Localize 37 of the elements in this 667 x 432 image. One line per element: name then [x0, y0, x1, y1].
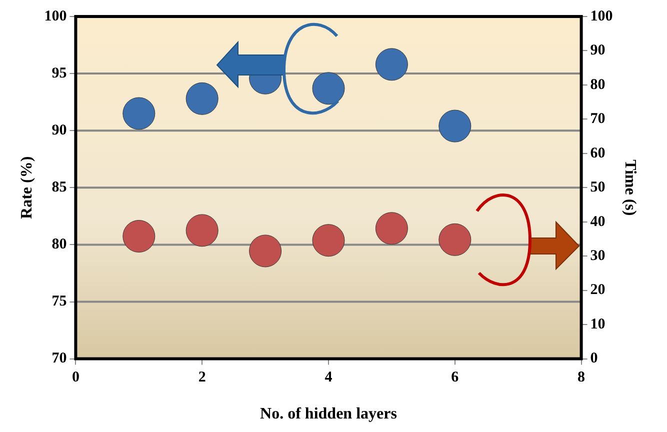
y2-tick-label: 20 [590, 282, 606, 298]
y-tick-label: 75 [52, 294, 67, 310]
point [186, 82, 218, 115]
y2-tick-label: 60 [590, 145, 606, 162]
x-tick-label: 2 [198, 370, 206, 386]
y2-tick-label: 70 [590, 111, 606, 128]
point [438, 110, 472, 142]
x-tick-label: 8 [578, 370, 586, 386]
point [312, 224, 345, 257]
y2-tick-label: 80 [590, 76, 606, 93]
x-tick-label: 4 [324, 370, 333, 386]
y2-tick-label: 50 [590, 180, 606, 196]
y-tick-label: 70 [52, 350, 67, 367]
point [249, 234, 282, 268]
y2-tick-label: 0 [590, 350, 598, 367]
y-axis-title: Rate (%) [18, 156, 36, 219]
point [122, 220, 156, 253]
y-tick-label: 100 [44, 8, 67, 24]
point [375, 48, 408, 81]
y2-axis-title: Time (s) [621, 160, 638, 216]
y2-tick-label: 100 [590, 8, 613, 24]
x-axis-title: No. of hidden layers [260, 406, 397, 423]
x-tick-label: 0 [72, 370, 80, 386]
point [438, 223, 472, 256]
y-tick-label: 90 [52, 122, 67, 138]
point [186, 214, 218, 247]
point [375, 212, 408, 245]
y-tick-label: 95 [52, 65, 67, 82]
y2-tick-label: 90 [590, 42, 606, 59]
y2-tick-label: 40 [590, 214, 606, 230]
point [312, 72, 345, 105]
y2-tick-label: 10 [590, 316, 606, 332]
x-tick-label: 6 [451, 370, 460, 386]
y2-tick-label: 30 [590, 248, 606, 264]
y-tick-label: 80 [52, 236, 67, 253]
y-tick-label: 85 [52, 180, 67, 196]
point [122, 97, 156, 130]
